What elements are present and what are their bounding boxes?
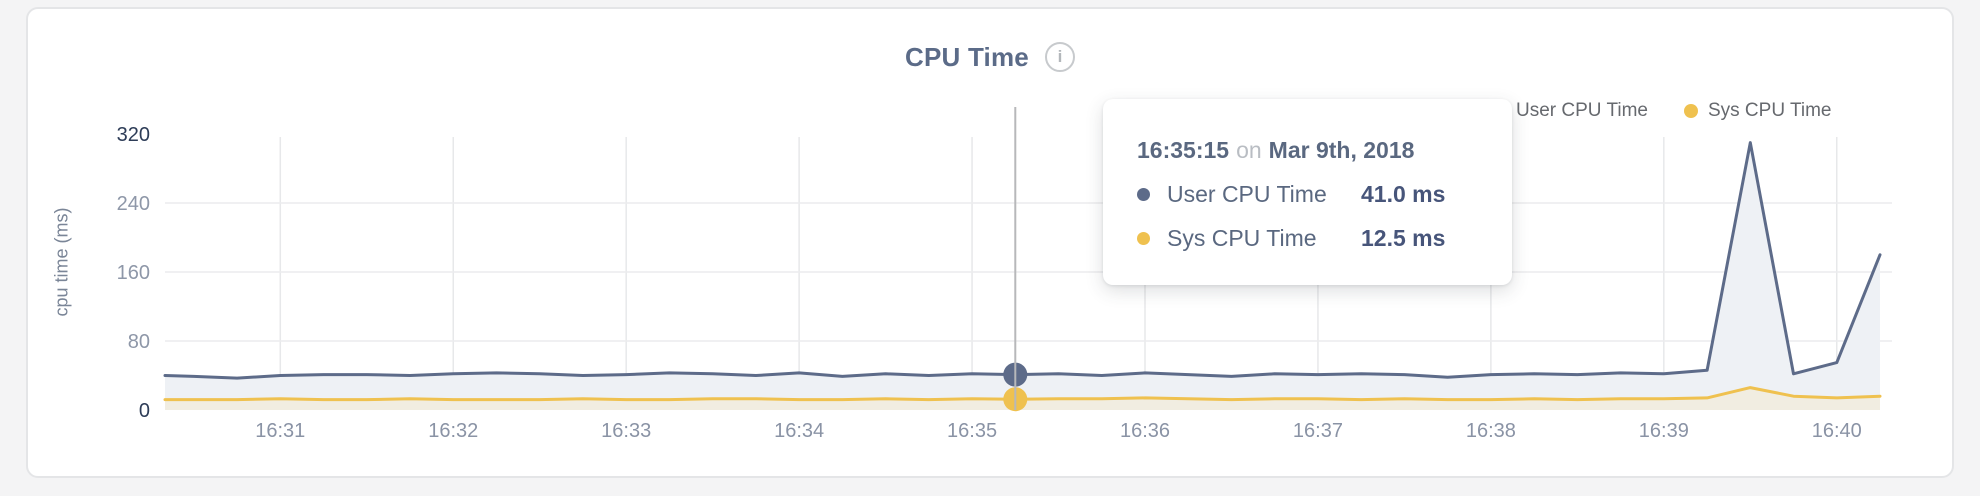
x-tick-label: 16:39	[1639, 420, 1689, 442]
tooltip-series-value: 41.0 ms	[1361, 181, 1446, 207]
y-tick-label: 160	[117, 262, 150, 284]
tooltip-series-label: User CPU Time	[1167, 181, 1327, 207]
x-tick-label: 16:32	[428, 420, 478, 442]
y-axis-title: cpu time (ms)	[51, 207, 72, 317]
chart-tooltip: 16:35:15 on Mar 9th, 2018 User CPU Time 41…	[1103, 99, 1512, 285]
tooltip-connector: on	[1236, 137, 1262, 163]
tooltip-row-user: User CPU Time 41.0 ms	[1137, 181, 1484, 208]
y-tick-label: 80	[128, 331, 150, 353]
legend-label: User CPU Time	[1516, 100, 1648, 121]
sys-area-fill	[165, 387, 1880, 410]
x-tick-label: 16:37	[1293, 420, 1343, 442]
info-icon-glyph: i	[1057, 47, 1063, 66]
legend-label: Sys CPU Time	[1707, 100, 1832, 121]
x-tick-label: 16:36	[1120, 420, 1170, 442]
sys-series-dot-icon	[1683, 104, 1698, 118]
tooltip-series-value: 12.5 ms	[1361, 225, 1446, 251]
tooltip-series-label: Sys CPU Time	[1167, 225, 1317, 251]
x-tick-label: 16:33	[601, 420, 651, 442]
chart-title: CPU Time	[905, 41, 1029, 72]
user-cpu-time-line	[163, 141, 1882, 380]
y-tick-label: 0	[139, 400, 150, 422]
legend-item-user-cpu-time[interactable]: User CPU Time	[1492, 100, 1648, 122]
info-icon[interactable]: i	[1044, 42, 1075, 72]
x-tick-label: 16:34	[774, 420, 824, 442]
user-series-dot-icon	[1137, 188, 1150, 201]
tooltip-row-sys: Sys CPU Time 12.5 ms	[1137, 225, 1484, 252]
x-tick-label: 16:40	[1812, 420, 1862, 442]
x-tick-label: 16:35	[947, 420, 997, 442]
x-tick-label: 16:31	[255, 420, 305, 442]
user-area-fill	[165, 142, 1880, 410]
tooltip-header: 16:35:15 on Mar 9th, 2018	[1137, 137, 1484, 164]
legend: User CPU Time Sys CPU Time	[1492, 100, 1832, 122]
legend-item-sys-cpu-time[interactable]: Sys CPU Time	[1683, 100, 1832, 122]
y-tick-label: 320	[117, 124, 150, 146]
sys-series-dot-icon	[1137, 232, 1150, 245]
chart-header: CPU Time i	[26, 40, 1954, 74]
tooltip-time: 16:35:15	[1137, 137, 1230, 163]
y-tick-label: 240	[117, 193, 150, 215]
x-tick-label: 16:38	[1466, 420, 1516, 442]
tooltip-date: Mar 9th, 2018	[1268, 137, 1415, 163]
